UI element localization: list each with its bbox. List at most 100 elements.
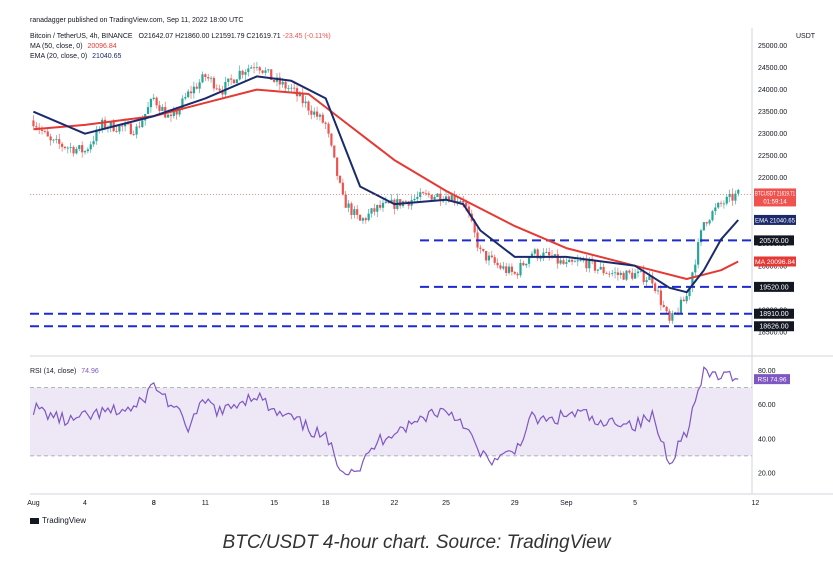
candle-body — [570, 259, 574, 262]
candle-body — [278, 77, 281, 85]
candle — [487, 251, 491, 266]
candle — [327, 121, 330, 138]
candle — [207, 73, 210, 82]
candle-body — [573, 261, 577, 263]
candle — [58, 133, 61, 149]
candle-body — [356, 209, 359, 215]
candle — [238, 65, 241, 81]
candle-body — [184, 97, 187, 99]
time-tick-label: 8 — [152, 500, 156, 507]
ma-legend[interactable]: MA (50, close, 0) 20096.84 — [30, 43, 117, 50]
price-tick-label: 22000.00 — [758, 175, 787, 182]
candle-body — [459, 201, 462, 202]
candle-body — [361, 218, 365, 221]
figure-caption: BTC/USDT 4-hour chart. Source: TradingVi… — [222, 532, 611, 553]
candle — [436, 192, 439, 198]
candle-body — [576, 260, 579, 262]
candle-body — [344, 194, 347, 208]
candle-body — [310, 110, 313, 115]
candle-body — [230, 78, 233, 80]
candle — [522, 260, 525, 267]
candle-body — [252, 67, 256, 69]
candle-body — [390, 199, 393, 204]
candle — [158, 100, 161, 115]
candle-body — [235, 79, 238, 84]
tradingview-brand[interactable]: TradingView — [30, 516, 86, 525]
symbol-name: Bitcoin / TetherUS, 4h, BINANCE — [30, 33, 133, 40]
candle — [290, 84, 293, 93]
ema-legend[interactable]: EMA (20, close, 0) 21040.65 — [30, 53, 121, 60]
candle — [665, 306, 668, 314]
candle — [568, 258, 571, 263]
price-pane — [30, 28, 752, 345]
candle — [719, 200, 723, 207]
candle-body — [333, 145, 336, 158]
candle — [215, 84, 218, 91]
candle — [52, 138, 55, 144]
candle-body — [631, 272, 634, 279]
candle-body — [679, 299, 683, 314]
candle — [69, 142, 72, 153]
candle-body — [708, 220, 711, 224]
candle-body — [46, 131, 49, 137]
rsi-value-label: RSI 74.96 — [758, 377, 787, 384]
candle-body — [559, 260, 562, 264]
candle-body — [605, 273, 608, 274]
candle-body — [336, 157, 339, 176]
candle-body — [172, 110, 175, 117]
candle-body — [270, 69, 273, 81]
candle-body — [141, 120, 144, 128]
candle — [548, 247, 551, 261]
candle-body — [717, 202, 720, 208]
candle — [310, 105, 313, 120]
candle-body — [447, 196, 450, 202]
candle-body — [75, 148, 78, 154]
candle-body — [556, 254, 559, 264]
candle — [533, 247, 536, 256]
candle-body — [63, 146, 67, 149]
candle — [413, 194, 416, 203]
candle-body — [232, 79, 236, 84]
candle-body — [548, 252, 551, 256]
rsi-tick-label: 40.00 — [758, 436, 776, 443]
candle-body — [264, 70, 267, 73]
candle — [373, 203, 376, 216]
candle-body — [358, 214, 362, 221]
candle-body — [149, 99, 153, 108]
candle-body — [628, 270, 631, 273]
candle — [353, 206, 356, 219]
candle — [516, 271, 519, 279]
candle-body — [103, 119, 107, 129]
candle-body — [258, 67, 261, 71]
level-price-label: 18626.00 — [759, 324, 788, 331]
candle-body — [52, 139, 55, 141]
candle-body — [201, 74, 204, 83]
candle — [361, 216, 365, 224]
candle-body — [181, 98, 184, 109]
candle — [198, 79, 201, 94]
candle-body — [588, 258, 591, 269]
rsi-legend[interactable]: RSI (14, close) 74.96 — [30, 368, 99, 375]
candle — [702, 222, 705, 231]
candle — [55, 135, 58, 144]
candle — [78, 144, 81, 152]
candle-body — [691, 272, 694, 288]
candle — [479, 244, 482, 254]
candle-body — [313, 111, 316, 115]
candle — [711, 209, 714, 222]
candle-body — [413, 198, 416, 201]
candle-body — [668, 311, 671, 321]
candle-body — [421, 192, 425, 194]
candle-body — [267, 69, 270, 71]
candle — [221, 86, 224, 100]
candle-body — [86, 149, 89, 152]
time-tick-label: 4 — [83, 500, 87, 507]
candle — [507, 263, 511, 275]
price-tick-label: 20000.00 — [758, 263, 787, 270]
candle — [32, 115, 35, 128]
candle — [273, 79, 276, 84]
candle — [608, 271, 611, 278]
candle — [502, 261, 505, 271]
candle-body — [138, 126, 141, 128]
candle-body — [321, 114, 324, 123]
